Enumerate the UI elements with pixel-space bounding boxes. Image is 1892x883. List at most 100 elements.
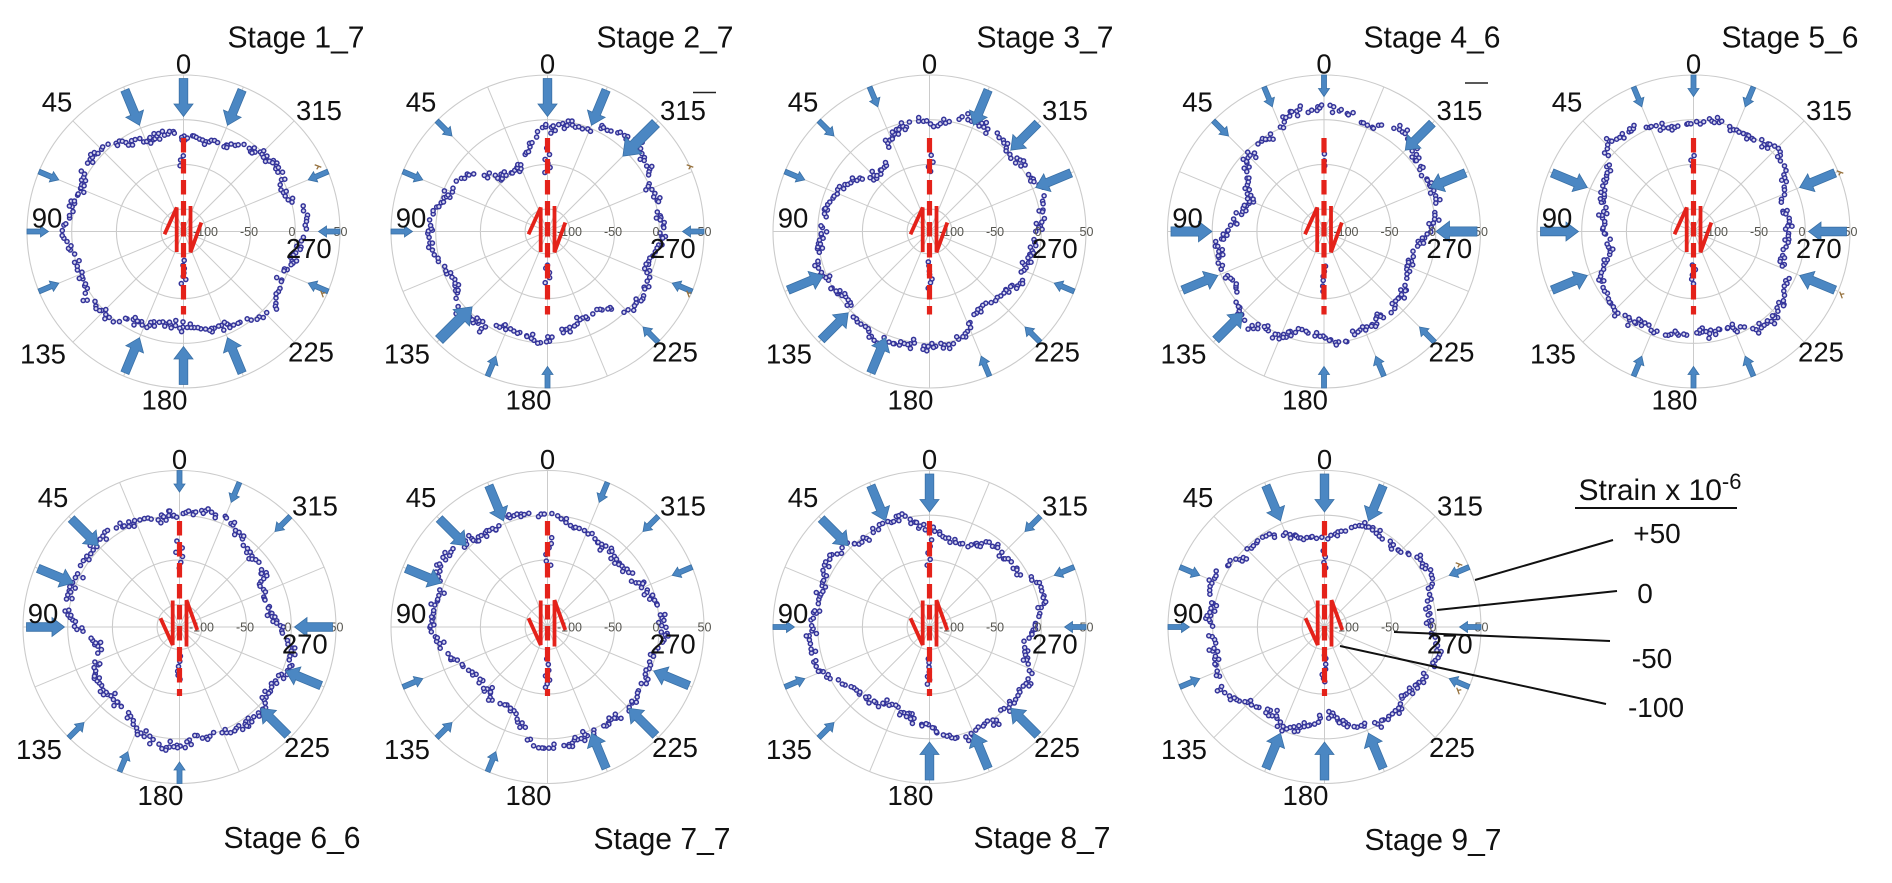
svg-text:135: 135 <box>384 339 430 370</box>
svg-text:50: 50 <box>1844 225 1858 239</box>
svg-text:50: 50 <box>1080 621 1094 635</box>
svg-text:45: 45 <box>788 482 819 513</box>
svg-text:0: 0 <box>922 49 937 80</box>
svg-text:50: 50 <box>1080 225 1094 239</box>
svg-text:180: 180 <box>506 385 552 416</box>
svg-text:135: 135 <box>1161 339 1207 370</box>
svg-text:45: 45 <box>1183 482 1214 513</box>
svg-text:Stage 3_7: Stage 3_7 <box>977 20 1114 55</box>
svg-text:0: 0 <box>1035 621 1042 635</box>
svg-text:0: 0 <box>1637 578 1653 609</box>
svg-text:270: 270 <box>1032 233 1078 264</box>
svg-text:-50: -50 <box>604 225 622 239</box>
svg-text:180: 180 <box>138 780 184 811</box>
svg-text:90: 90 <box>396 598 427 629</box>
svg-text:-50: -50 <box>604 621 622 635</box>
svg-text:0: 0 <box>653 621 660 635</box>
svg-text:180: 180 <box>888 780 934 811</box>
svg-text:50: 50 <box>1475 621 1489 635</box>
svg-text:0: 0 <box>289 225 296 239</box>
svg-text:Stage 8_7: Stage 8_7 <box>974 820 1111 855</box>
svg-text:270: 270 <box>1796 233 1842 264</box>
svg-text:315: 315 <box>1042 95 1088 126</box>
svg-text:225: 225 <box>284 732 330 763</box>
svg-text:90: 90 <box>1542 203 1573 234</box>
svg-text:315: 315 <box>1437 491 1483 522</box>
svg-text:-50: -50 <box>1380 225 1398 239</box>
svg-text:-50: -50 <box>1632 643 1672 674</box>
svg-text:45: 45 <box>42 87 73 118</box>
svg-text:-50: -50 <box>236 621 254 635</box>
svg-text:225: 225 <box>1798 337 1844 368</box>
svg-text:Stage 9_7: Stage 9_7 <box>1365 822 1502 857</box>
svg-text:50: 50 <box>330 621 344 635</box>
svg-text:Stage 6_6: Stage 6_6 <box>224 820 361 855</box>
svg-text:90: 90 <box>28 598 59 629</box>
svg-text:270: 270 <box>286 233 332 264</box>
svg-text:0: 0 <box>540 444 555 475</box>
svg-text:225: 225 <box>652 732 698 763</box>
svg-text:45: 45 <box>1182 87 1213 118</box>
svg-text:45: 45 <box>406 87 437 118</box>
svg-text:50: 50 <box>698 225 712 239</box>
svg-text:270: 270 <box>1426 233 1472 264</box>
svg-text:Stage 4_6: Stage 4_6 <box>1364 20 1501 55</box>
svg-text:135: 135 <box>1530 339 1576 370</box>
svg-text:90: 90 <box>1172 203 1203 234</box>
svg-text:315: 315 <box>660 95 706 126</box>
svg-text:135: 135 <box>1161 734 1207 765</box>
svg-text:135: 135 <box>20 339 66 370</box>
svg-text:0: 0 <box>1430 621 1437 635</box>
svg-text:270: 270 <box>650 629 696 660</box>
svg-text:-50: -50 <box>240 225 258 239</box>
svg-text:90: 90 <box>396 203 427 234</box>
svg-text:180: 180 <box>1652 385 1698 416</box>
svg-text:0: 0 <box>172 444 187 475</box>
svg-text:-50: -50 <box>986 225 1004 239</box>
svg-text:135: 135 <box>766 339 812 370</box>
svg-text:315: 315 <box>660 491 706 522</box>
svg-text:0: 0 <box>540 49 555 80</box>
svg-text:0: 0 <box>285 621 292 635</box>
svg-text:45: 45 <box>788 87 819 118</box>
svg-text:0: 0 <box>1317 444 1332 475</box>
svg-text:180: 180 <box>1282 385 1328 416</box>
svg-text:315: 315 <box>296 95 342 126</box>
svg-text:180: 180 <box>1283 780 1329 811</box>
svg-text:180: 180 <box>142 385 188 416</box>
svg-text:135: 135 <box>766 734 812 765</box>
svg-text:-100: -100 <box>1628 692 1684 723</box>
svg-text:225: 225 <box>288 337 334 368</box>
svg-text:225: 225 <box>1429 732 1475 763</box>
svg-text:Stage 1_7: Stage 1_7 <box>228 20 365 55</box>
svg-text:45: 45 <box>1552 87 1583 118</box>
svg-text:90: 90 <box>778 203 809 234</box>
svg-text:135: 135 <box>16 734 62 765</box>
svg-text:0: 0 <box>1799 225 1806 239</box>
svg-text:180: 180 <box>506 780 552 811</box>
svg-text:Stage 5_6: Stage 5_6 <box>1722 20 1859 55</box>
svg-text:225: 225 <box>1034 732 1080 763</box>
svg-text:-50: -50 <box>1750 225 1768 239</box>
svg-text:0: 0 <box>653 225 660 239</box>
svg-text:225: 225 <box>652 337 698 368</box>
svg-text:Strain x 10-6: Strain x 10-6 <box>1579 469 1742 507</box>
svg-text:90: 90 <box>32 203 63 234</box>
svg-text:0: 0 <box>1686 49 1701 80</box>
svg-text:+50: +50 <box>1633 518 1681 549</box>
svg-text:90: 90 <box>1173 598 1204 629</box>
svg-text:0: 0 <box>1035 225 1042 239</box>
svg-text:45: 45 <box>38 482 69 513</box>
svg-text:270: 270 <box>282 629 328 660</box>
svg-text:225: 225 <box>1034 337 1080 368</box>
svg-text:135: 135 <box>384 734 430 765</box>
svg-text:315: 315 <box>292 491 338 522</box>
svg-text:0: 0 <box>1429 225 1436 239</box>
svg-text:0: 0 <box>922 444 937 475</box>
svg-text:180: 180 <box>888 385 934 416</box>
svg-text:315: 315 <box>1437 95 1483 126</box>
svg-text:315: 315 <box>1042 491 1088 522</box>
svg-text:45: 45 <box>406 482 437 513</box>
svg-text:270: 270 <box>1032 629 1078 660</box>
svg-text:0: 0 <box>176 49 191 80</box>
